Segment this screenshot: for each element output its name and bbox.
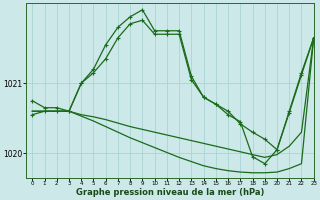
- X-axis label: Graphe pression niveau de la mer (hPa): Graphe pression niveau de la mer (hPa): [76, 188, 264, 197]
